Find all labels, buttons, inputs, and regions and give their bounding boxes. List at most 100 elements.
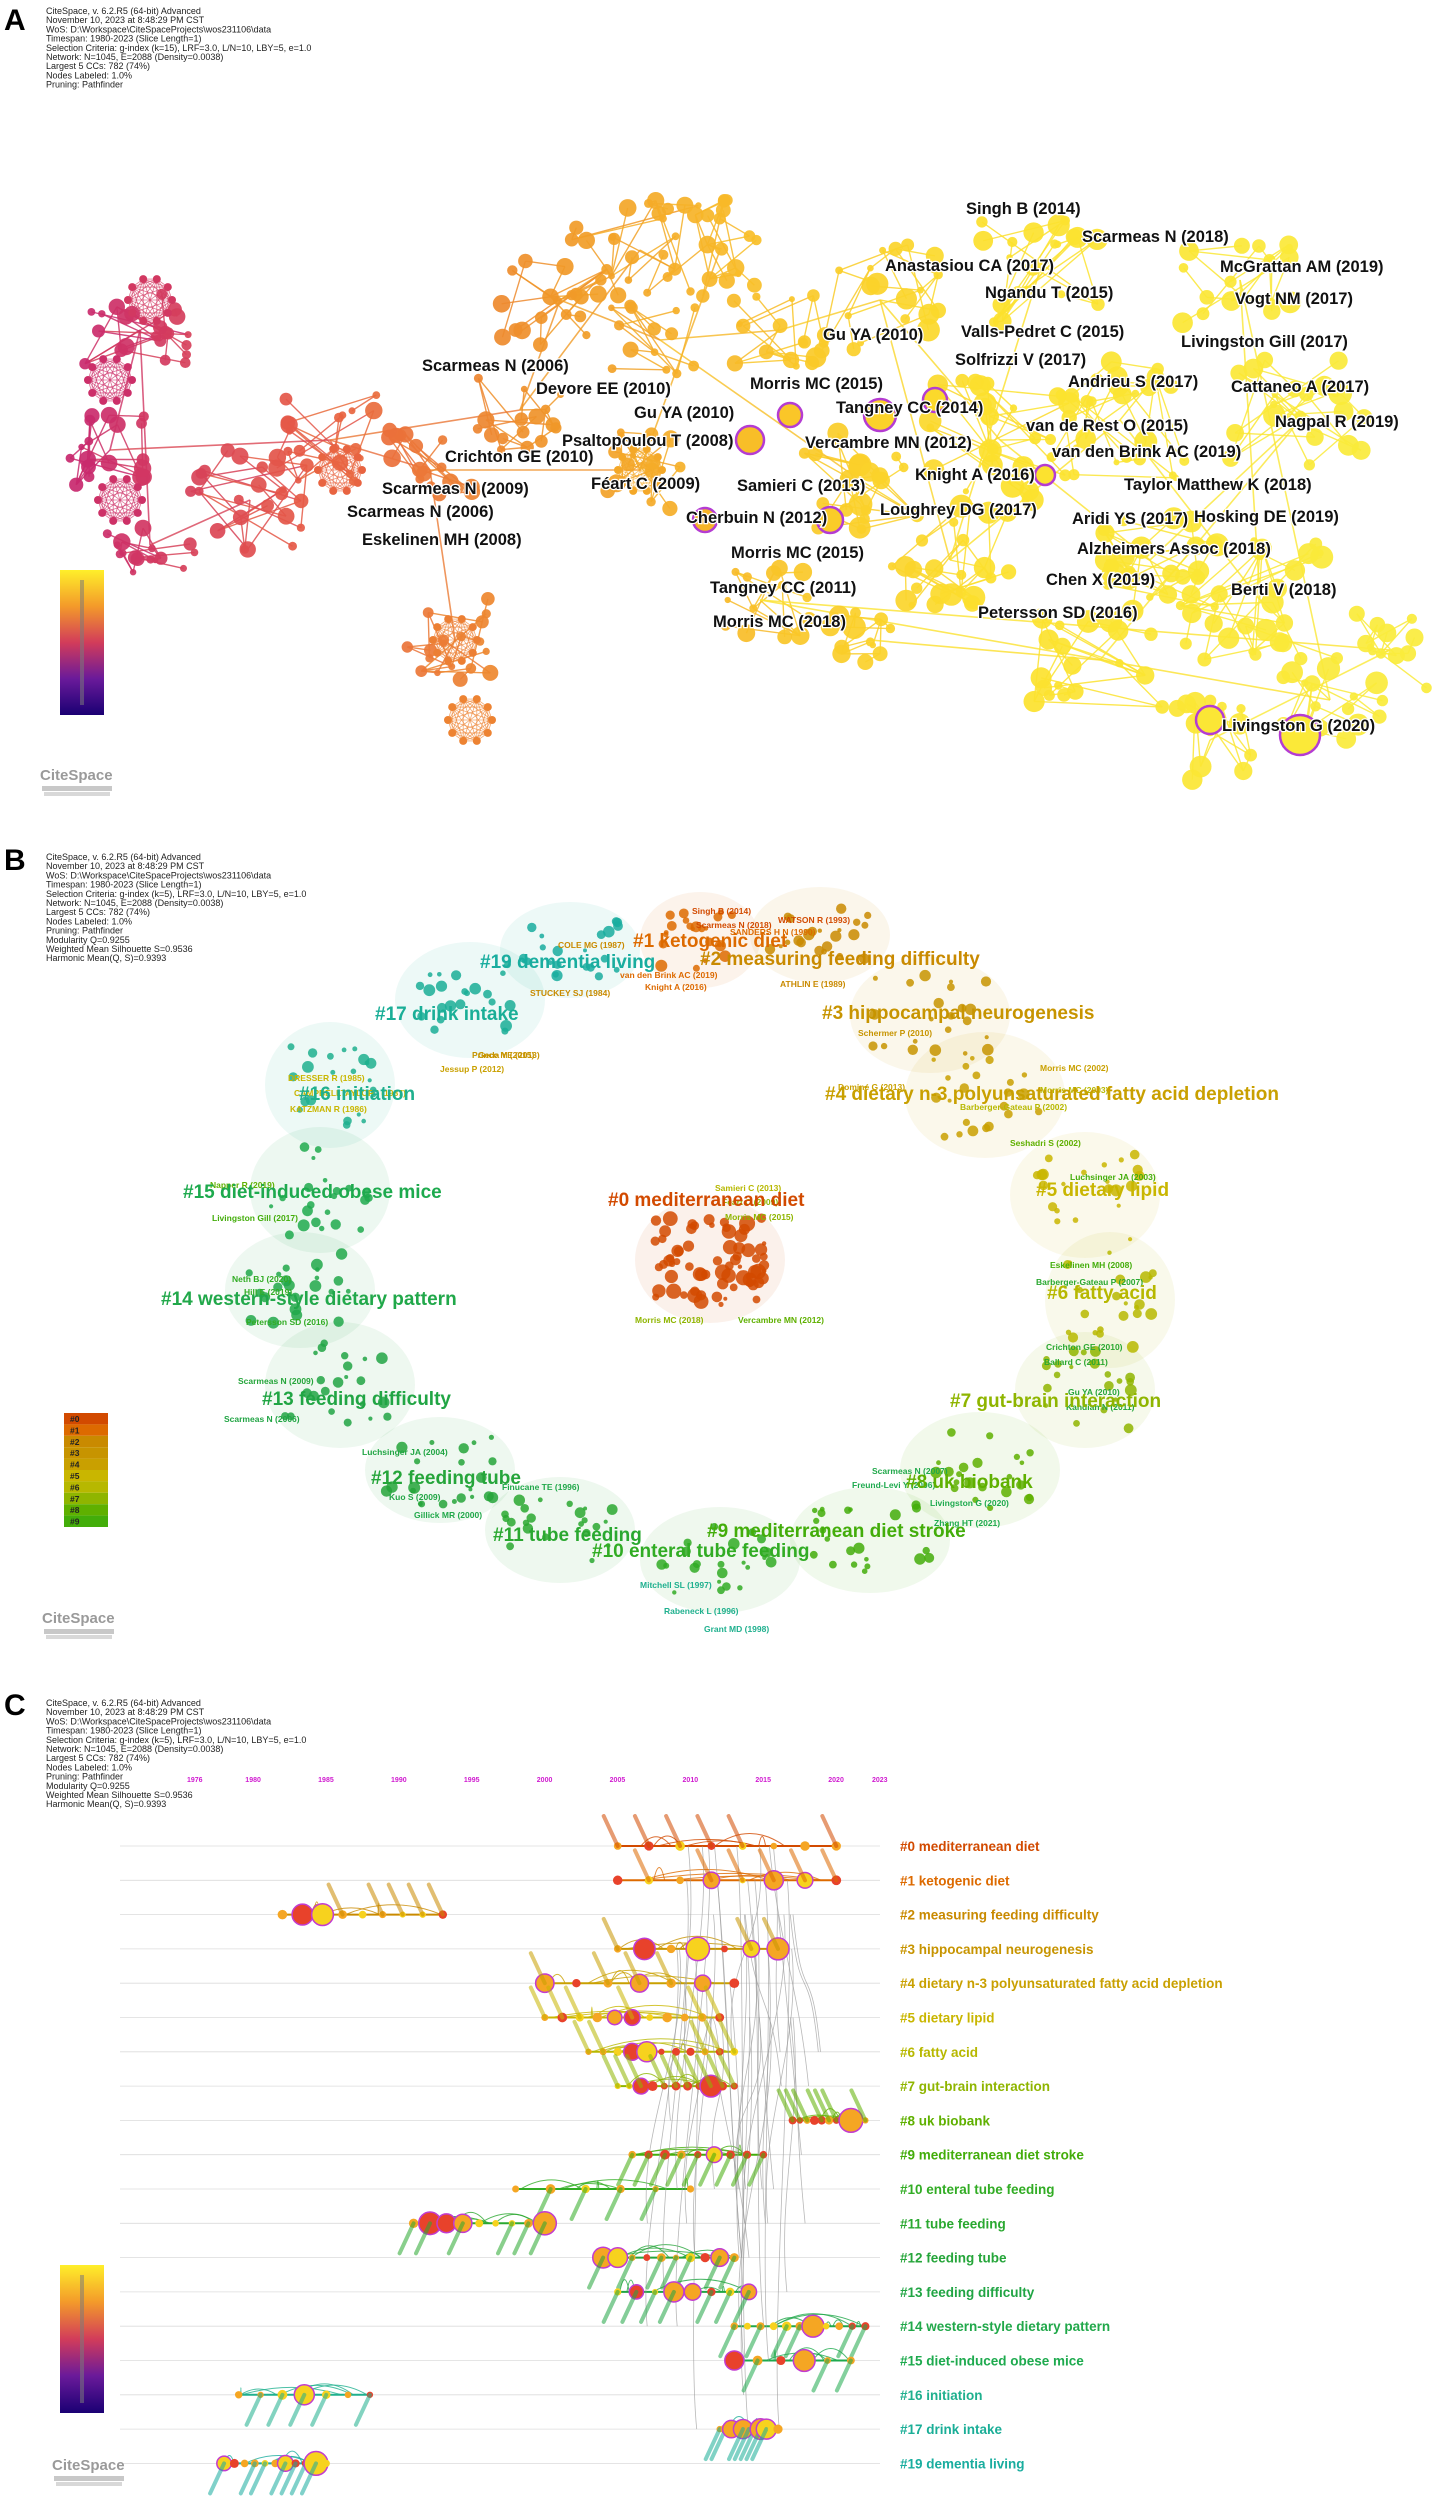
reference-node[interactable] — [1181, 585, 1201, 604]
reference-node[interactable] — [646, 497, 656, 507]
reference-node[interactable] — [1329, 351, 1348, 370]
reference-node[interactable] — [753, 1277, 765, 1289]
reference-label[interactable]: McGrattan AM (2019) — [1219, 257, 1385, 278]
reference-node[interactable] — [758, 1260, 770, 1271]
reference-label[interactable]: Livingston Gill (2017) — [1180, 332, 1349, 353]
reference-node[interactable] — [722, 1223, 731, 1232]
reference-node[interactable] — [1252, 239, 1266, 253]
reference-node[interactable] — [1134, 430, 1158, 453]
reference-node[interactable] — [279, 1194, 286, 1202]
reference-node[interactable] — [970, 1056, 975, 1061]
reference-node[interactable] — [582, 331, 591, 340]
reference-node[interactable] — [658, 1234, 667, 1244]
reference-node[interactable] — [1063, 1260, 1073, 1269]
reference-node[interactable] — [353, 478, 362, 487]
reference-node[interactable] — [662, 272, 673, 282]
reference-node[interactable] — [377, 1396, 390, 1409]
reference-node[interactable] — [465, 663, 477, 674]
reference-node[interactable] — [331, 454, 349, 471]
reference-label[interactable]: Cattaneo A (2017) — [1230, 377, 1371, 398]
reference-node[interactable] — [1204, 614, 1223, 633]
timeline-node[interactable] — [721, 1945, 728, 1953]
reference-node[interactable] — [820, 617, 840, 637]
reference-node[interactable] — [1054, 681, 1063, 690]
reference-node[interactable] — [569, 220, 584, 235]
reference-node[interactable] — [748, 1528, 757, 1536]
timeline-cluster-label[interactable]: #7 gut-brain interaction — [900, 2079, 1050, 2094]
reference-node[interactable] — [109, 516, 118, 525]
reference-node[interactable] — [710, 1523, 719, 1531]
reference-node[interactable] — [999, 1101, 1009, 1111]
reference-node[interactable] — [261, 499, 274, 512]
reference-label[interactable]: DRESSER R (1985) — [288, 1073, 365, 1083]
reference-node[interactable] — [864, 1563, 871, 1570]
reference-node[interactable] — [853, 918, 861, 926]
reference-node[interactable] — [458, 1443, 469, 1454]
reference-node[interactable] — [195, 468, 207, 479]
reference-node[interactable] — [1072, 1217, 1079, 1223]
reference-node[interactable] — [324, 1209, 331, 1215]
reference-node[interactable] — [516, 425, 530, 439]
reference-label[interactable]: Finucane TE (1996) — [502, 1482, 580, 1492]
reference-node[interactable] — [809, 1550, 818, 1559]
reference-node[interactable] — [895, 589, 917, 612]
reference-node[interactable] — [184, 331, 192, 339]
reference-node[interactable] — [322, 1178, 328, 1183]
reference-node[interactable] — [1301, 679, 1309, 687]
reference-node[interactable] — [889, 1509, 901, 1521]
reference-node[interactable] — [433, 648, 442, 657]
reference-node[interactable] — [256, 461, 268, 473]
reference-node[interactable] — [1038, 1180, 1049, 1191]
reference-label[interactable]: Berti V (2018) — [1230, 580, 1338, 601]
reference-label[interactable]: Morris MC (2002) — [1040, 1063, 1109, 1073]
timeline-node[interactable] — [613, 2047, 622, 2056]
reference-node[interactable] — [1186, 536, 1206, 556]
reference-node[interactable] — [1124, 1384, 1137, 1397]
reference-node[interactable] — [947, 1098, 952, 1103]
reference-node[interactable] — [758, 344, 774, 360]
reference-node[interactable] — [644, 427, 659, 442]
reference-node[interactable] — [92, 324, 105, 338]
reference-node[interactable] — [1328, 381, 1353, 406]
reference-node[interactable] — [1069, 1364, 1074, 1370]
reference-node[interactable] — [117, 338, 135, 356]
reference-node[interactable] — [1055, 389, 1067, 401]
reference-node[interactable] — [1175, 600, 1185, 611]
reference-node[interactable] — [329, 486, 338, 495]
reference-node[interactable] — [481, 592, 495, 606]
reference-node[interactable] — [846, 1546, 856, 1556]
reference-node[interactable] — [451, 1499, 457, 1504]
reference-node[interactable] — [1347, 713, 1370, 736]
reference-node[interactable] — [1204, 694, 1217, 707]
reference-node[interactable] — [318, 453, 327, 462]
reference-node[interactable] — [985, 1055, 994, 1065]
reference-node[interactable] — [1140, 1271, 1152, 1283]
reference-node[interactable] — [653, 478, 662, 487]
reference-node[interactable] — [731, 567, 740, 576]
timeline-node[interactable] — [672, 2047, 680, 2056]
reference-node[interactable] — [539, 944, 546, 951]
reference-node[interactable] — [859, 513, 870, 524]
reference-node[interactable] — [1100, 351, 1122, 373]
reference-node[interactable] — [99, 355, 108, 364]
reference-node[interactable] — [1133, 452, 1146, 466]
reference-node[interactable] — [1365, 671, 1388, 695]
reference-node[interactable] — [686, 287, 695, 296]
timeline-node[interactable] — [792, 2348, 816, 2373]
reference-node[interactable] — [488, 998, 496, 1006]
reference-node[interactable] — [612, 917, 623, 928]
reference-label[interactable]: CAMPBELLTAYLOR I (1987) — [294, 1088, 406, 1098]
reference-node[interactable] — [1100, 1406, 1108, 1414]
reference-node[interactable] — [705, 937, 714, 947]
reference-node[interactable] — [1059, 469, 1072, 482]
reference-node[interactable] — [650, 1236, 660, 1246]
reference-node[interactable] — [314, 1275, 320, 1281]
reference-node[interactable] — [422, 607, 434, 618]
reference-node[interactable] — [717, 1567, 728, 1579]
reference-node[interactable] — [1073, 1420, 1080, 1427]
reference-node[interactable] — [209, 523, 226, 539]
reference-node[interactable] — [564, 232, 579, 247]
reference-node[interactable] — [722, 1240, 738, 1255]
reference-label[interactable]: ATHLIN E (1989) — [780, 979, 846, 989]
timeline-node[interactable] — [475, 2219, 484, 2228]
